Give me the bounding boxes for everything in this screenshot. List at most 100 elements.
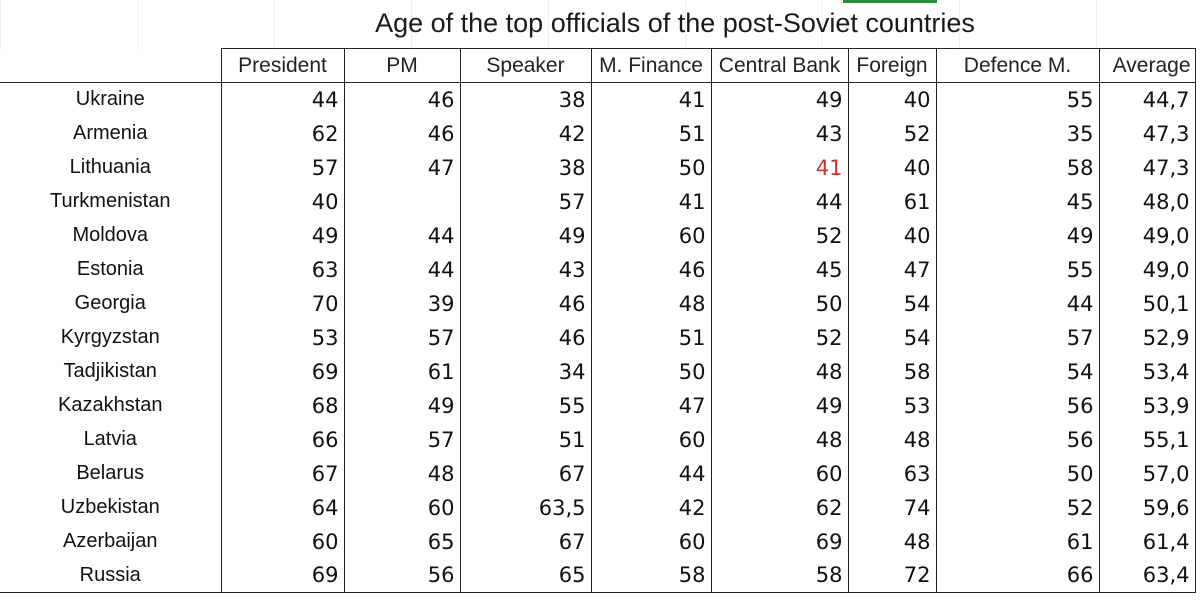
- table-cell: 53,4: [1098, 354, 1196, 389]
- table-row: Moldova 49 44 49 60 52 40 49 49,0: [0, 218, 1196, 253]
- table-cell: 44: [710, 184, 849, 219]
- chart-title: Age of the top officials of the post-Sov…: [375, 8, 975, 38]
- table-cell: 48: [847, 524, 937, 559]
- country-label: Azerbaijan: [0, 524, 222, 559]
- column-header: PM: [343, 48, 461, 83]
- table-cell: 50: [590, 150, 712, 185]
- column-header: M. Finance: [590, 48, 712, 83]
- table-cell: 47,3: [1098, 150, 1196, 185]
- table-cell: 49: [459, 218, 592, 253]
- table-cell: 60: [590, 218, 712, 253]
- table-cell: 62: [220, 116, 345, 151]
- table-row: Belarus 67 48 67 44 60 63 50 57,0: [0, 456, 1196, 491]
- table-cell: 66: [220, 422, 345, 457]
- table-cell: 60: [710, 456, 849, 491]
- table-cell: 40: [220, 184, 345, 219]
- table-cell: 51: [459, 422, 592, 457]
- table-cell: 61: [935, 524, 1100, 559]
- table-cell: 60: [590, 422, 712, 457]
- table-cell: 61: [847, 184, 937, 219]
- table-cell: 43: [710, 116, 849, 151]
- table-cell: 54: [847, 320, 937, 355]
- table-cell: 69: [220, 558, 345, 593]
- table-cell: 53: [847, 388, 937, 423]
- table-cell: 42: [590, 490, 712, 525]
- table-row: Ukraine 44 46 38 41 49 40 55 44,7: [0, 82, 1196, 117]
- table-cell: 57: [459, 184, 592, 219]
- table-cell: 62: [710, 490, 849, 525]
- table-cell: 49: [343, 388, 461, 423]
- table-cell: 60: [590, 524, 712, 559]
- table-cell: 48,0: [1098, 184, 1196, 219]
- table-cell: 46: [343, 82, 461, 117]
- table-cell: 65: [459, 558, 592, 593]
- column-header: Average: [1098, 48, 1196, 83]
- country-label: Kyrgyzstan: [0, 320, 222, 355]
- table-row: Uzbekistan 64 60 63,5 42 62 74 52 59,6: [0, 490, 1196, 525]
- table-cell: 59,6: [1098, 490, 1196, 525]
- country-label: Kazakhstan: [0, 388, 222, 423]
- table-row: Armenia 62 46 42 51 43 52 35 47,3: [0, 116, 1196, 151]
- column-header: President: [220, 48, 345, 83]
- table-cell: 39: [343, 286, 461, 321]
- table-cell: 56: [343, 558, 461, 593]
- table-cell: 55,1: [1098, 422, 1196, 457]
- table-cell: 64: [220, 490, 345, 525]
- table-cell: 49,0: [1098, 218, 1196, 253]
- table-cell: 42: [459, 116, 592, 151]
- table-cell: 54: [935, 354, 1100, 389]
- table-cell: 35: [935, 116, 1100, 151]
- table-row: Latvia 66 57 51 60 48 48 56 55,1: [0, 422, 1196, 457]
- table-cell: 45: [710, 252, 849, 287]
- table-cell: 67: [220, 456, 345, 491]
- selection-indicator: [843, 0, 937, 3]
- table-cell: 58: [590, 558, 712, 593]
- column-header: Central Bank: [710, 48, 849, 83]
- table-cell: 48: [847, 422, 937, 457]
- country-label: Armenia: [0, 116, 222, 151]
- table-cell: 44,7: [1098, 82, 1196, 117]
- country-label: Estonia: [0, 252, 222, 287]
- corner-cell: [0, 48, 222, 83]
- table-cell: 41: [710, 150, 849, 185]
- column-header: Speaker: [459, 48, 592, 83]
- country-label: Ukraine: [0, 82, 222, 117]
- table-cell: 68: [220, 388, 345, 423]
- table-cell: 48: [710, 354, 849, 389]
- table-cell: 38: [459, 82, 592, 117]
- column-header: Foreign: [847, 48, 937, 83]
- table-cell: 45: [935, 184, 1100, 219]
- table-cell: 38: [459, 150, 592, 185]
- table-cell: 48: [710, 422, 849, 457]
- country-label: Lithuania: [0, 150, 222, 185]
- table-cell: 50: [590, 354, 712, 389]
- table-cell: 46: [459, 320, 592, 355]
- table-cell: 57: [220, 150, 345, 185]
- table-cell: 44: [590, 456, 712, 491]
- table-cell: 50: [935, 456, 1100, 491]
- table-cell: 60: [343, 490, 461, 525]
- table-cell: 41: [590, 184, 712, 219]
- table-cell: 55: [459, 388, 592, 423]
- country-label: Moldova: [0, 218, 222, 253]
- table-cell: 34: [459, 354, 592, 389]
- header-row: President PM Speaker M. Finance Central …: [0, 48, 1196, 83]
- table-cell: 40: [847, 150, 937, 185]
- table-cell: 49: [710, 388, 849, 423]
- table-cell: 52: [935, 490, 1100, 525]
- table-cell: 57,0: [1098, 456, 1196, 491]
- table-cell: 48: [590, 286, 712, 321]
- spreadsheet-grid-background: [0, 0, 1200, 50]
- table-cell: 47,3: [1098, 116, 1196, 151]
- table-cell: 44: [343, 252, 461, 287]
- country-label: Turkmenistan: [0, 184, 222, 219]
- table-cell: 55: [935, 252, 1100, 287]
- country-label: Georgia: [0, 286, 222, 321]
- table-cell: 56: [935, 422, 1100, 457]
- table-cell: 44: [935, 286, 1100, 321]
- table-cell: 54: [847, 286, 937, 321]
- table-cell: 56: [935, 388, 1100, 423]
- table-cell: 63,4: [1098, 558, 1196, 593]
- table-cell: 67: [459, 524, 592, 559]
- table-body: Ukraine 44 46 38 41 49 40 55 44,7 Armenia 62 46 42 51…: [0, 82, 1196, 593]
